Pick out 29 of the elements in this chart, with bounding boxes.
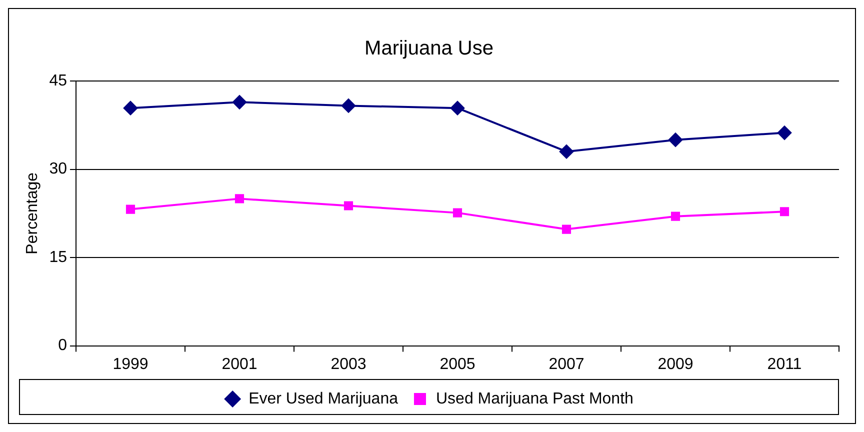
x-tick-label: 2011 [767,356,802,373]
legend-label: Used Marijuana Past Month [436,390,634,408]
point [780,207,790,216]
point [126,204,136,214]
x-tick-label: 2003 [330,356,366,373]
point [450,101,464,116]
x-tick-label: 2005 [440,356,476,373]
x-tick-label: 2001 [222,356,258,373]
y-axis-title: Percentage [24,172,42,254]
point [778,126,792,140]
y-tick-label: 30 [49,160,68,178]
y-tick-label: 15 [49,248,68,266]
x-tick-label: 2007 [548,356,584,373]
chart-title: Marijuana Use [364,38,494,60]
point [123,101,138,116]
legend-label: Ever Used Marijuana [248,390,398,408]
point [452,208,462,218]
point [344,201,354,210]
point [560,144,574,159]
point [668,132,682,147]
point [234,194,244,204]
point [562,224,572,234]
y-tick-label: 0 [58,337,68,354]
x-tick-label: 2009 [658,356,694,373]
point [232,95,246,110]
x-tick-label: 1999 [112,356,148,373]
point [342,98,356,113]
y-tick-label: 45 [49,72,68,90]
point [670,212,680,221]
